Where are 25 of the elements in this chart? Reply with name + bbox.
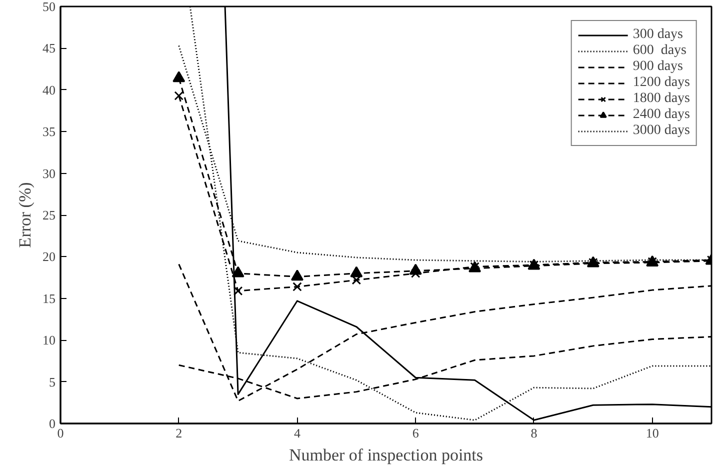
y-tick-label: 40 bbox=[42, 82, 56, 98]
y-tick-label: 0 bbox=[49, 416, 56, 431]
legend-label: 300 days bbox=[632, 27, 683, 43]
x-axis-title: Number of inspection points bbox=[288, 446, 484, 464]
x-tick-label: 10 bbox=[646, 426, 659, 440]
legend-label: 600 days bbox=[632, 43, 686, 59]
y-tick-label: 20 bbox=[42, 249, 56, 264]
y-tick-label: 50 bbox=[42, 0, 56, 14]
x-tick-label: 8 bbox=[530, 426, 538, 440]
y-tick-label: 25 bbox=[42, 208, 56, 222]
y-tick-label: 10 bbox=[42, 332, 56, 348]
legend-label: 3000 days bbox=[632, 123, 690, 139]
x-tick-label: 2 bbox=[176, 426, 182, 440]
x-tick-label: 6 bbox=[412, 426, 420, 440]
y-tick-label: 5 bbox=[49, 374, 56, 390]
y-tick-label: 30 bbox=[42, 166, 56, 181]
y-tick-label: 45 bbox=[42, 40, 56, 56]
legend-label: 2400 days bbox=[632, 107, 690, 123]
legend-label: 1800 days bbox=[632, 91, 690, 107]
legend-label: 1200 days bbox=[632, 75, 690, 91]
legend-label: 900 days bbox=[632, 59, 683, 75]
x-tick-label: 4 bbox=[294, 426, 301, 440]
y-axis-title: Error (%) bbox=[16, 182, 34, 248]
y-tick-label: 35 bbox=[42, 124, 56, 140]
y-tick-label: 15 bbox=[42, 290, 56, 306]
